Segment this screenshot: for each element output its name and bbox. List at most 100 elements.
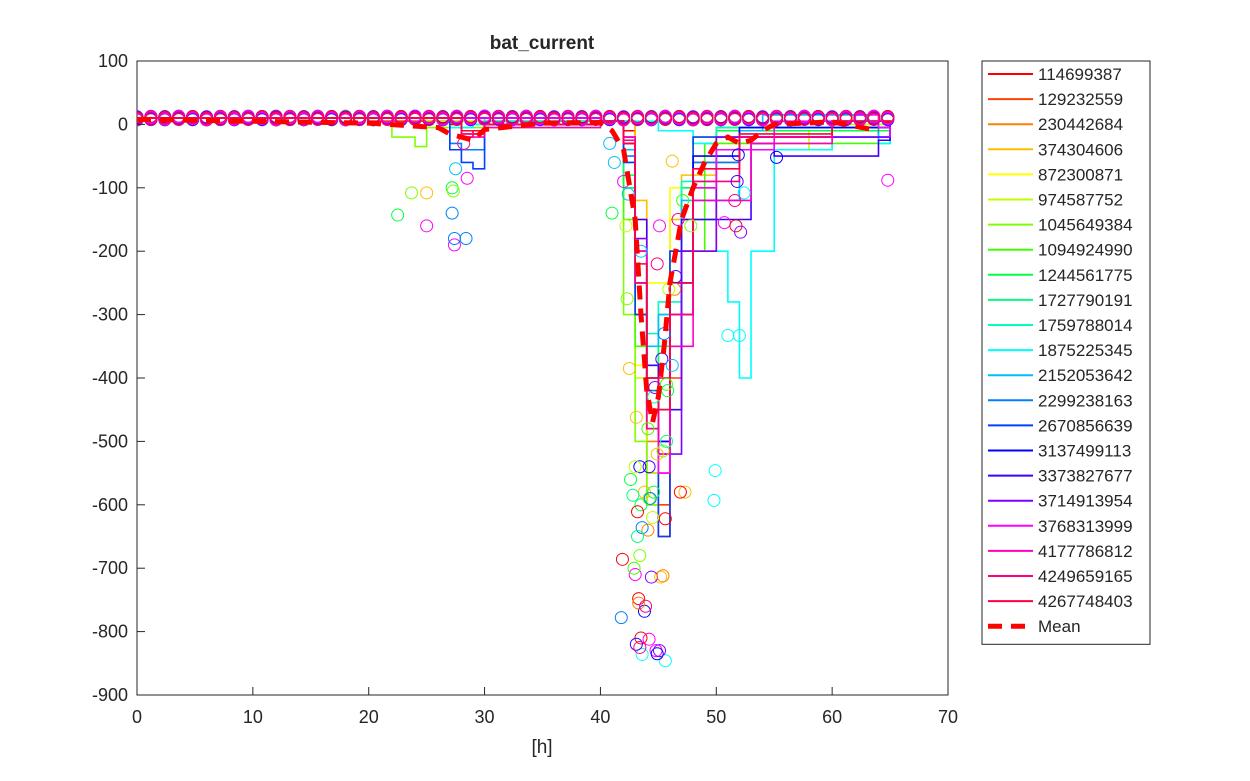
marker-point [450,109,464,123]
marker-point [770,150,784,164]
legend: 114699387 129232559 230442684 374304606 8723… [981,60,1151,645]
marker-point [732,329,746,343]
marker-point [519,109,533,123]
marker-point [144,109,158,123]
marker-point [734,225,748,239]
marker-point [658,109,672,123]
marker-point [686,111,700,125]
marker-point [742,110,756,124]
marker-point [650,447,664,461]
marker-point [603,110,617,124]
marker-point [311,112,325,126]
legend-entry: 974587752 [1038,191,1123,210]
series-line-129232559 [137,117,891,506]
marker-point [867,109,881,123]
marker-point [631,505,645,519]
marker-point [717,216,731,230]
legend-entry: 2670856639 [1038,416,1133,435]
y-tick-label: -300 [92,305,128,325]
marker-point [659,377,673,391]
marker-point [639,599,653,613]
y-tick-label: -800 [92,622,128,642]
series-line-2670856639 [137,117,891,538]
marker-point [731,148,745,162]
marker-point [449,162,463,176]
marker-point [641,422,655,436]
series-line-1045649384 [137,117,891,506]
marker-point [728,112,742,126]
plot-area [137,109,895,668]
marker-point [629,410,643,424]
marker-point [603,136,617,150]
marker-point [853,110,867,124]
marker-point [605,206,619,220]
legend-entry: Mean [1038,617,1081,636]
marker-point [668,282,682,296]
marker-point [658,512,672,526]
legend-entry: 1094924990 [1038,241,1133,260]
y-tick-label: 0 [118,114,128,134]
marker-point [644,570,658,584]
legend-entry: 1727790191 [1038,291,1133,310]
series-line-3768313999 [137,114,891,474]
marker-point [464,110,478,124]
marker-point [632,596,646,610]
marker-point [172,109,186,123]
marker-point [617,111,631,125]
series-line-2299238163 [137,117,891,443]
marker-point [283,109,297,123]
marker-point [635,647,649,661]
series-line-1727790191 [137,117,891,367]
series-line-3137499113 [137,117,891,443]
marker-point [728,109,742,123]
legend-entry: 114699387 [1038,65,1122,84]
marker-point [631,109,645,123]
series-line-mean [137,116,879,423]
marker-point [641,523,655,537]
legend-entry: 872300871 [1038,165,1123,184]
series-line-230442684 [137,117,891,474]
marker-point [628,568,642,582]
marker-point [394,110,408,124]
marker-point [624,472,638,486]
x-axis-label: [h] [531,737,552,758]
marker-point [730,174,744,188]
marker-point [158,110,172,124]
legend-entry: 3714913954 [1038,492,1133,511]
scatter-markers [137,109,895,668]
marker-point [684,219,698,233]
marker-point [621,187,635,201]
marker-point [700,113,714,127]
marker-point [491,109,505,123]
marker-point [619,219,633,233]
marker-point [653,644,667,658]
x-tick-label: 70 [938,707,958,727]
marker-point [825,111,839,125]
legend-entry: 1759788014 [1038,316,1133,335]
marker-point [352,109,366,123]
marker-point [714,110,728,124]
x-tick-label: 10 [243,707,263,727]
marker-point [478,111,492,125]
y-tick-label: -700 [92,558,128,578]
series-line-4249659165 [137,117,891,430]
y-tick-label: 100 [98,51,128,71]
marker-point [654,570,668,584]
marker-point [405,186,419,200]
marker-point [633,549,647,563]
legend-entry: 230442684 [1038,115,1123,134]
legend-entry: 1244561775 [1038,266,1133,285]
marker-point [867,112,881,126]
marker-point [629,637,643,651]
marker-point [721,329,735,343]
marker-point [420,219,434,233]
marker-point [700,109,714,123]
marker-point [446,184,460,198]
series-line-3714913954 [137,117,891,455]
marker-point [653,219,667,233]
marker-point [797,112,811,126]
legend-entry: 129232559 [1038,90,1123,109]
marker-point [422,113,436,127]
marker-point [575,110,589,124]
